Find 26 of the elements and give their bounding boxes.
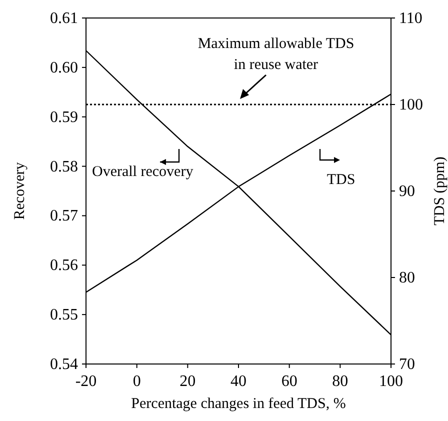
y-tick-label: 0.54 [50,356,78,373]
x-tick-label: 80 [332,373,348,390]
y-tick-label: 0.55 [50,306,78,324]
legend-label: TDS [326,172,356,188]
x-tick-label: 60 [281,373,298,390]
y-tick-label: 0.58 [50,158,78,176]
y-axis-title: Recovery [12,162,28,220]
x-tick-label: 20 [180,373,196,390]
legend-label: Overall recovery [92,164,194,180]
y2-axis-title: TDS (ppm) [432,156,448,226]
x-axis-title: Percentage changes in feed TDS, % [131,396,346,412]
y2-tick-label: 70 [399,356,415,373]
y2-tick-label: 80 [399,270,415,286]
y-tick-label: 0.56 [50,257,78,274]
x-tick-label: 0 [132,373,141,390]
y-tick-label: 0.57 [50,208,78,225]
x-tick-label: -20 [75,373,97,390]
y-tick-label: 0.60 [50,59,78,76]
ref-line-label: Maximum allowable TDS in reuse water [198,36,354,73]
x-tick-label: 100 [379,373,403,390]
y2-tick-label: 110 [399,10,422,27]
y2-tick-label: 100 [399,96,423,114]
y-tick-label: 0.59 [50,108,78,126]
x-tick-label: 40 [230,373,246,390]
y-tick-label: 0.61 [50,10,78,27]
y2-tick-label: 90 [399,183,415,200]
